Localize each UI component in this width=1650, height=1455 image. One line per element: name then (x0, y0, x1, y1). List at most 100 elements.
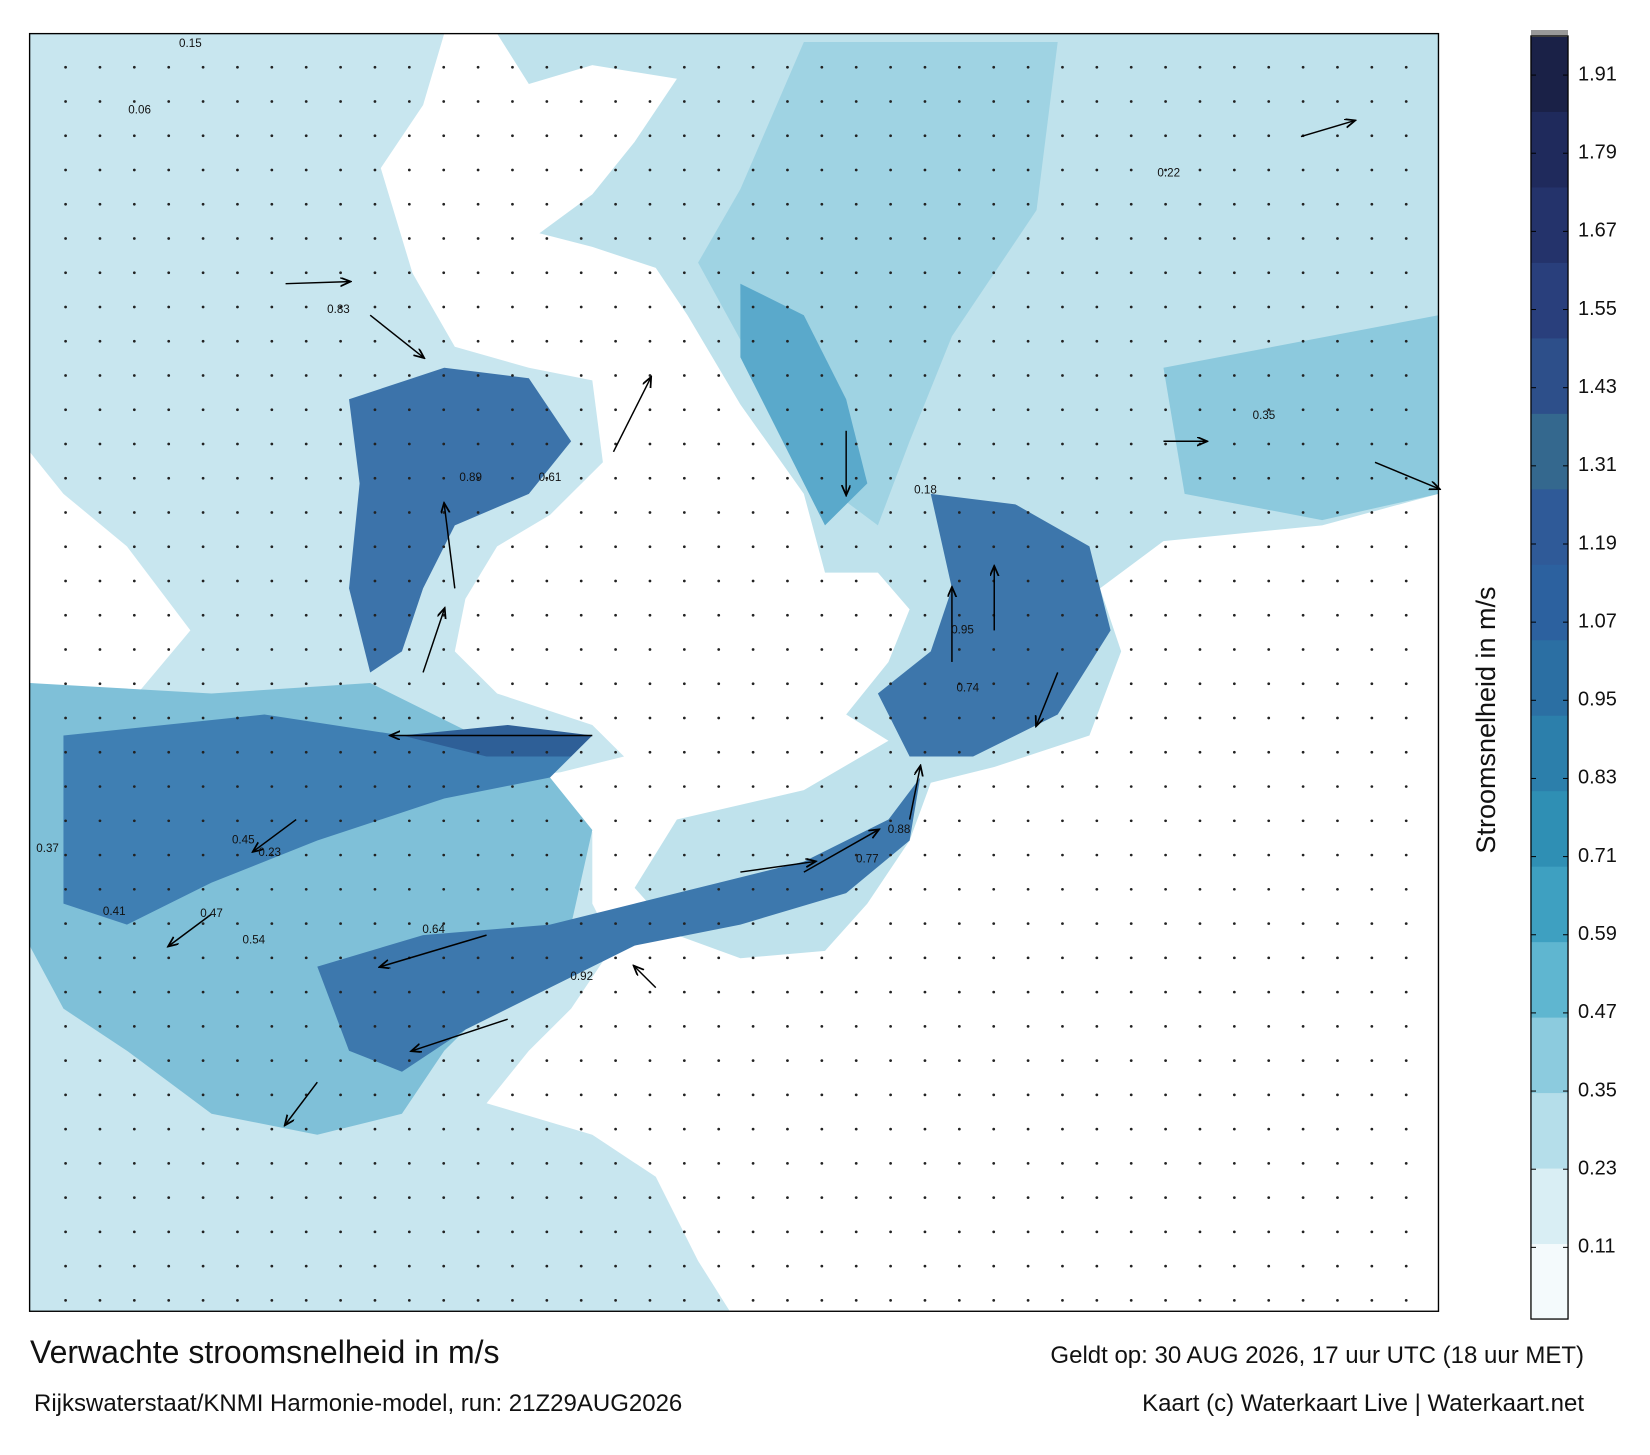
grid-dot (132, 408, 136, 412)
grid-dot (270, 1264, 274, 1268)
grid-dot (98, 682, 102, 686)
current-label: 0.54 (243, 934, 266, 946)
grid-dot (579, 305, 583, 309)
grid-dot (545, 442, 549, 446)
grid-dot (992, 305, 996, 309)
grid-dot (98, 271, 102, 275)
grid-dot (476, 1298, 480, 1302)
grid-dot (304, 237, 308, 240)
grid-dot (1026, 442, 1030, 446)
grid-dot (1026, 613, 1030, 617)
grid-dot (98, 1093, 102, 1097)
grid-dot (992, 750, 996, 754)
grid-dot (339, 956, 342, 960)
grid-dot (373, 202, 377, 206)
grid-dot (614, 1264, 617, 1268)
grid-dot (1336, 1093, 1339, 1097)
grid-dot (1164, 922, 1167, 925)
grid-dot (648, 476, 652, 480)
grid-dot (64, 648, 67, 651)
grid-dot (579, 682, 583, 686)
grid-dot (1095, 1264, 1099, 1268)
grid-dot (682, 134, 686, 138)
grid-dot (579, 237, 583, 240)
grid-dot (579, 750, 583, 754)
grid-dot (98, 305, 102, 309)
grid-dot (270, 1196, 274, 1199)
grid-dot (339, 374, 342, 377)
grid-dot (476, 990, 480, 994)
grid-dot (201, 579, 205, 583)
grid-dot (889, 1161, 892, 1165)
grid-dot (511, 819, 514, 823)
grid-dot (1164, 750, 1167, 754)
grid-dot (1267, 853, 1271, 857)
grid-dot (304, 374, 308, 377)
grid-dot (132, 887, 136, 891)
grid-dot (545, 1024, 549, 1028)
grid-dot (751, 374, 755, 377)
grid-dot (923, 1298, 927, 1302)
grid-dot (339, 579, 342, 583)
grid-dot (682, 682, 686, 686)
grid-dot (923, 785, 927, 788)
grid-dot (1026, 100, 1030, 103)
grid-dot (579, 853, 583, 857)
grid-dot (854, 476, 858, 480)
grid-dot (476, 374, 480, 377)
grid-dot (614, 1024, 617, 1028)
colorbar: 0.110.230.350.470.590.710.830.951.071.19… (1530, 30, 1617, 1320)
grid-dot (1404, 1230, 1408, 1234)
grid-dot (820, 853, 824, 857)
grid-dot (889, 990, 892, 994)
grid-dot (820, 922, 824, 925)
grid-dot (545, 476, 549, 480)
grid-dot (614, 990, 617, 994)
grid-dot (1404, 1161, 1408, 1165)
grid-dot (682, 1161, 686, 1165)
grid-dot (786, 134, 789, 138)
grid-dot (820, 1127, 824, 1131)
grid-dot (717, 648, 721, 651)
grid-dot (1301, 1093, 1305, 1097)
grid-dot (545, 1127, 549, 1131)
grid-dot (682, 1230, 686, 1234)
grid-dot (1301, 1264, 1305, 1268)
grid-dot (1404, 716, 1408, 720)
grid-dot (957, 579, 961, 583)
grid-dot (476, 922, 480, 925)
grid-dot (717, 511, 721, 514)
grid-dot (373, 887, 377, 891)
grid-dot (751, 408, 755, 412)
grid-dot (1198, 648, 1202, 651)
grid-dot (304, 1161, 308, 1165)
grid-dot (889, 956, 892, 960)
grid-dot (751, 339, 755, 343)
grid-dot (1404, 100, 1408, 103)
grid-dot (270, 1093, 274, 1097)
grid-dot (751, 1161, 755, 1165)
grid-dot (373, 100, 377, 103)
grid-dot (1301, 271, 1305, 275)
grid-dot (1370, 374, 1374, 377)
grid-dot (889, 1298, 892, 1302)
grid-dot (1336, 613, 1339, 617)
grid-dot (167, 339, 171, 343)
grid-dot (1061, 65, 1064, 69)
grid-dot (1267, 887, 1271, 891)
colorbar-band (1531, 262, 1568, 339)
grid-dot (1301, 922, 1305, 925)
grid-dot (236, 545, 239, 549)
grid-dot (786, 1059, 789, 1062)
grid-dot (304, 887, 308, 891)
grid-dot (682, 202, 686, 206)
grid-dot (717, 374, 721, 377)
grid-dot (270, 648, 274, 651)
grid-dot (1026, 374, 1030, 377)
grid-dot (236, 511, 239, 514)
grid-dot (98, 579, 102, 583)
grid-dot (579, 1093, 583, 1097)
grid-dot (1232, 1059, 1236, 1062)
grid-dot (98, 1059, 102, 1062)
grid-dot (201, 100, 205, 103)
